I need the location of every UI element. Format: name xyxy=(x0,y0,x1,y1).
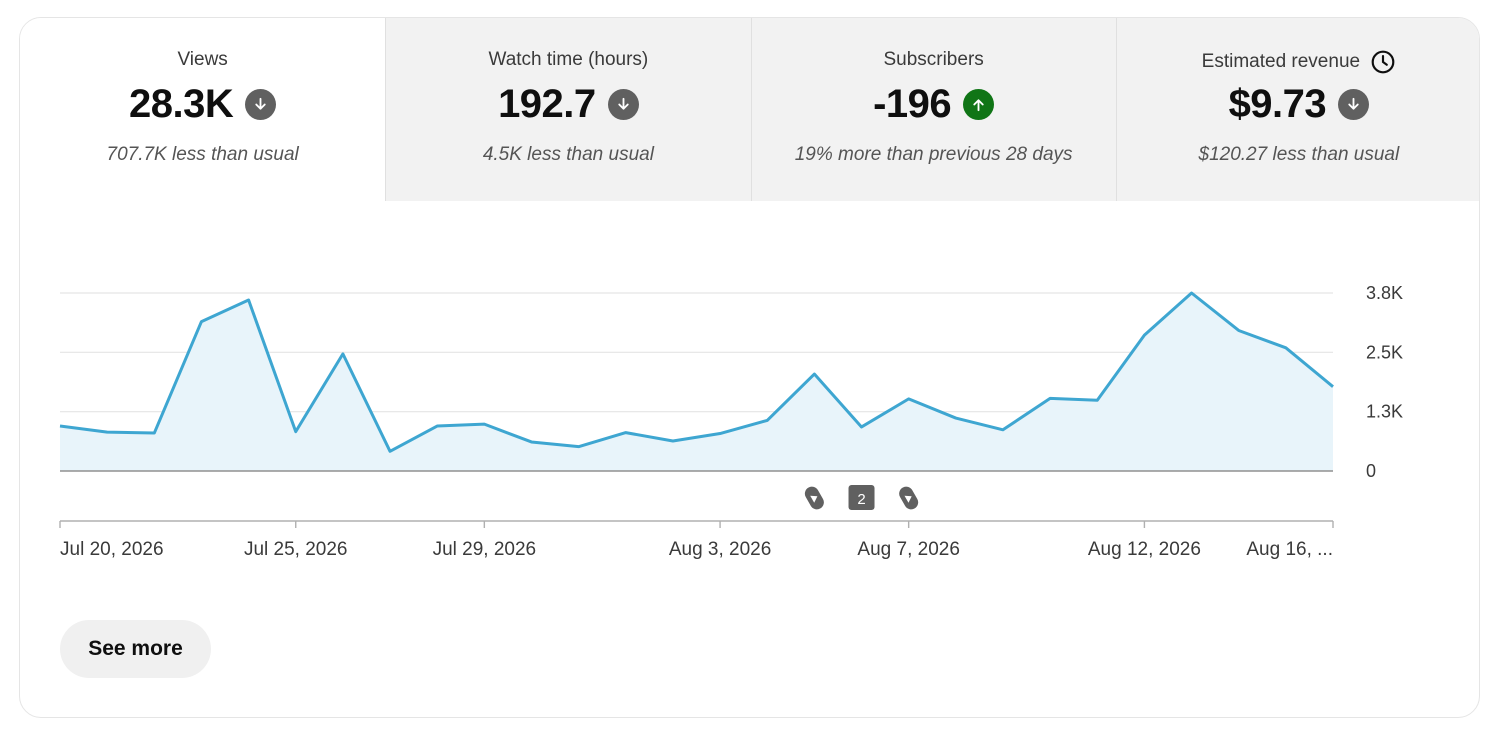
x-tick-label: Aug 16, ... xyxy=(1246,539,1333,560)
x-tick-label: Jul 25, 2026 xyxy=(244,539,348,560)
x-tick-label: Aug 3, 2026 xyxy=(669,539,771,560)
clock-icon xyxy=(1370,49,1396,75)
y-tick-label: 2.5K xyxy=(1366,342,1403,362)
tab-views[interactable]: Views 28.3K 707.7K less than usual xyxy=(20,18,386,201)
tab-value: 192.7 xyxy=(386,82,750,127)
arrow-down-icon xyxy=(1338,89,1370,120)
y-tick-label: 3.8K xyxy=(1366,283,1403,303)
shorts-count-badge[interactable]: 2 xyxy=(848,485,875,510)
tab-value: $9.73 xyxy=(1117,82,1479,127)
y-tick-label: 1.3K xyxy=(1366,402,1403,422)
tab-value: 28.3K xyxy=(20,82,385,127)
tab-value: -196 xyxy=(752,82,1116,127)
series-line-views xyxy=(59,291,1334,453)
tab-watch-time[interactable]: Watch time (hours) 192.7 4.5K less than … xyxy=(385,18,751,201)
arrow-down-icon xyxy=(607,89,639,120)
see-more-button[interactable]: See more xyxy=(60,620,211,678)
metric-value: 28.3K xyxy=(129,82,234,126)
arrow-up-icon xyxy=(963,89,995,120)
tab-subtitle: 19% more than previous 28 days xyxy=(794,144,1073,165)
tab-title: Views xyxy=(177,49,228,70)
tab-subtitle: 707.7K less than usual xyxy=(106,144,299,165)
x-tick-label: Jul 20, 2026 xyxy=(60,539,164,560)
tab-title: Estimated revenue xyxy=(1117,49,1479,75)
shorts-icon[interactable] xyxy=(897,484,921,512)
tab-subtitle: 4.5K less than usual xyxy=(482,144,654,165)
metric-value: $9.73 xyxy=(1228,82,1327,126)
metric-value: -196 xyxy=(873,82,952,126)
metric-value: 192.7 xyxy=(498,82,596,126)
tab-subscribers[interactable]: Subscribers -196 19% more than previous … xyxy=(750,18,1116,201)
y-tick-label: 0 xyxy=(1366,461,1376,481)
x-tick-label: Jul 29, 2026 xyxy=(433,539,537,560)
chart-svg: 0 1.3K 2.5K 3.8K Jul 20, 2026 Jul 25, 2026 Jul… xyxy=(59,283,1403,560)
metric-tabs: Views 28.3K 707.7K less than usual Watch… xyxy=(20,18,1479,201)
tab-title: Subscribers xyxy=(883,49,984,70)
x-tick-label: Aug 12, 2026 xyxy=(1088,539,1201,560)
x-tick-label: Aug 7, 2026 xyxy=(857,539,959,560)
tab-title: Watch time (hours) xyxy=(488,49,649,70)
badge-count-label: 2 xyxy=(857,491,865,508)
views-chart: 0 1.3K 2.5K 3.8K Jul 20, 2026 Jul 25, 2026 Jul… xyxy=(20,201,1479,601)
arrow-down-icon xyxy=(245,89,277,120)
analytics-card: Views 28.3K 707.7K less than usual Watch… xyxy=(19,17,1480,718)
series-area xyxy=(60,293,1333,471)
tab-subtitle: $120.27 less than usual xyxy=(1198,144,1400,165)
shorts-icon[interactable] xyxy=(802,484,826,512)
tab-estimated-revenue[interactable]: Estimated revenue $9.73 $120.27 less tha… xyxy=(1115,18,1479,201)
